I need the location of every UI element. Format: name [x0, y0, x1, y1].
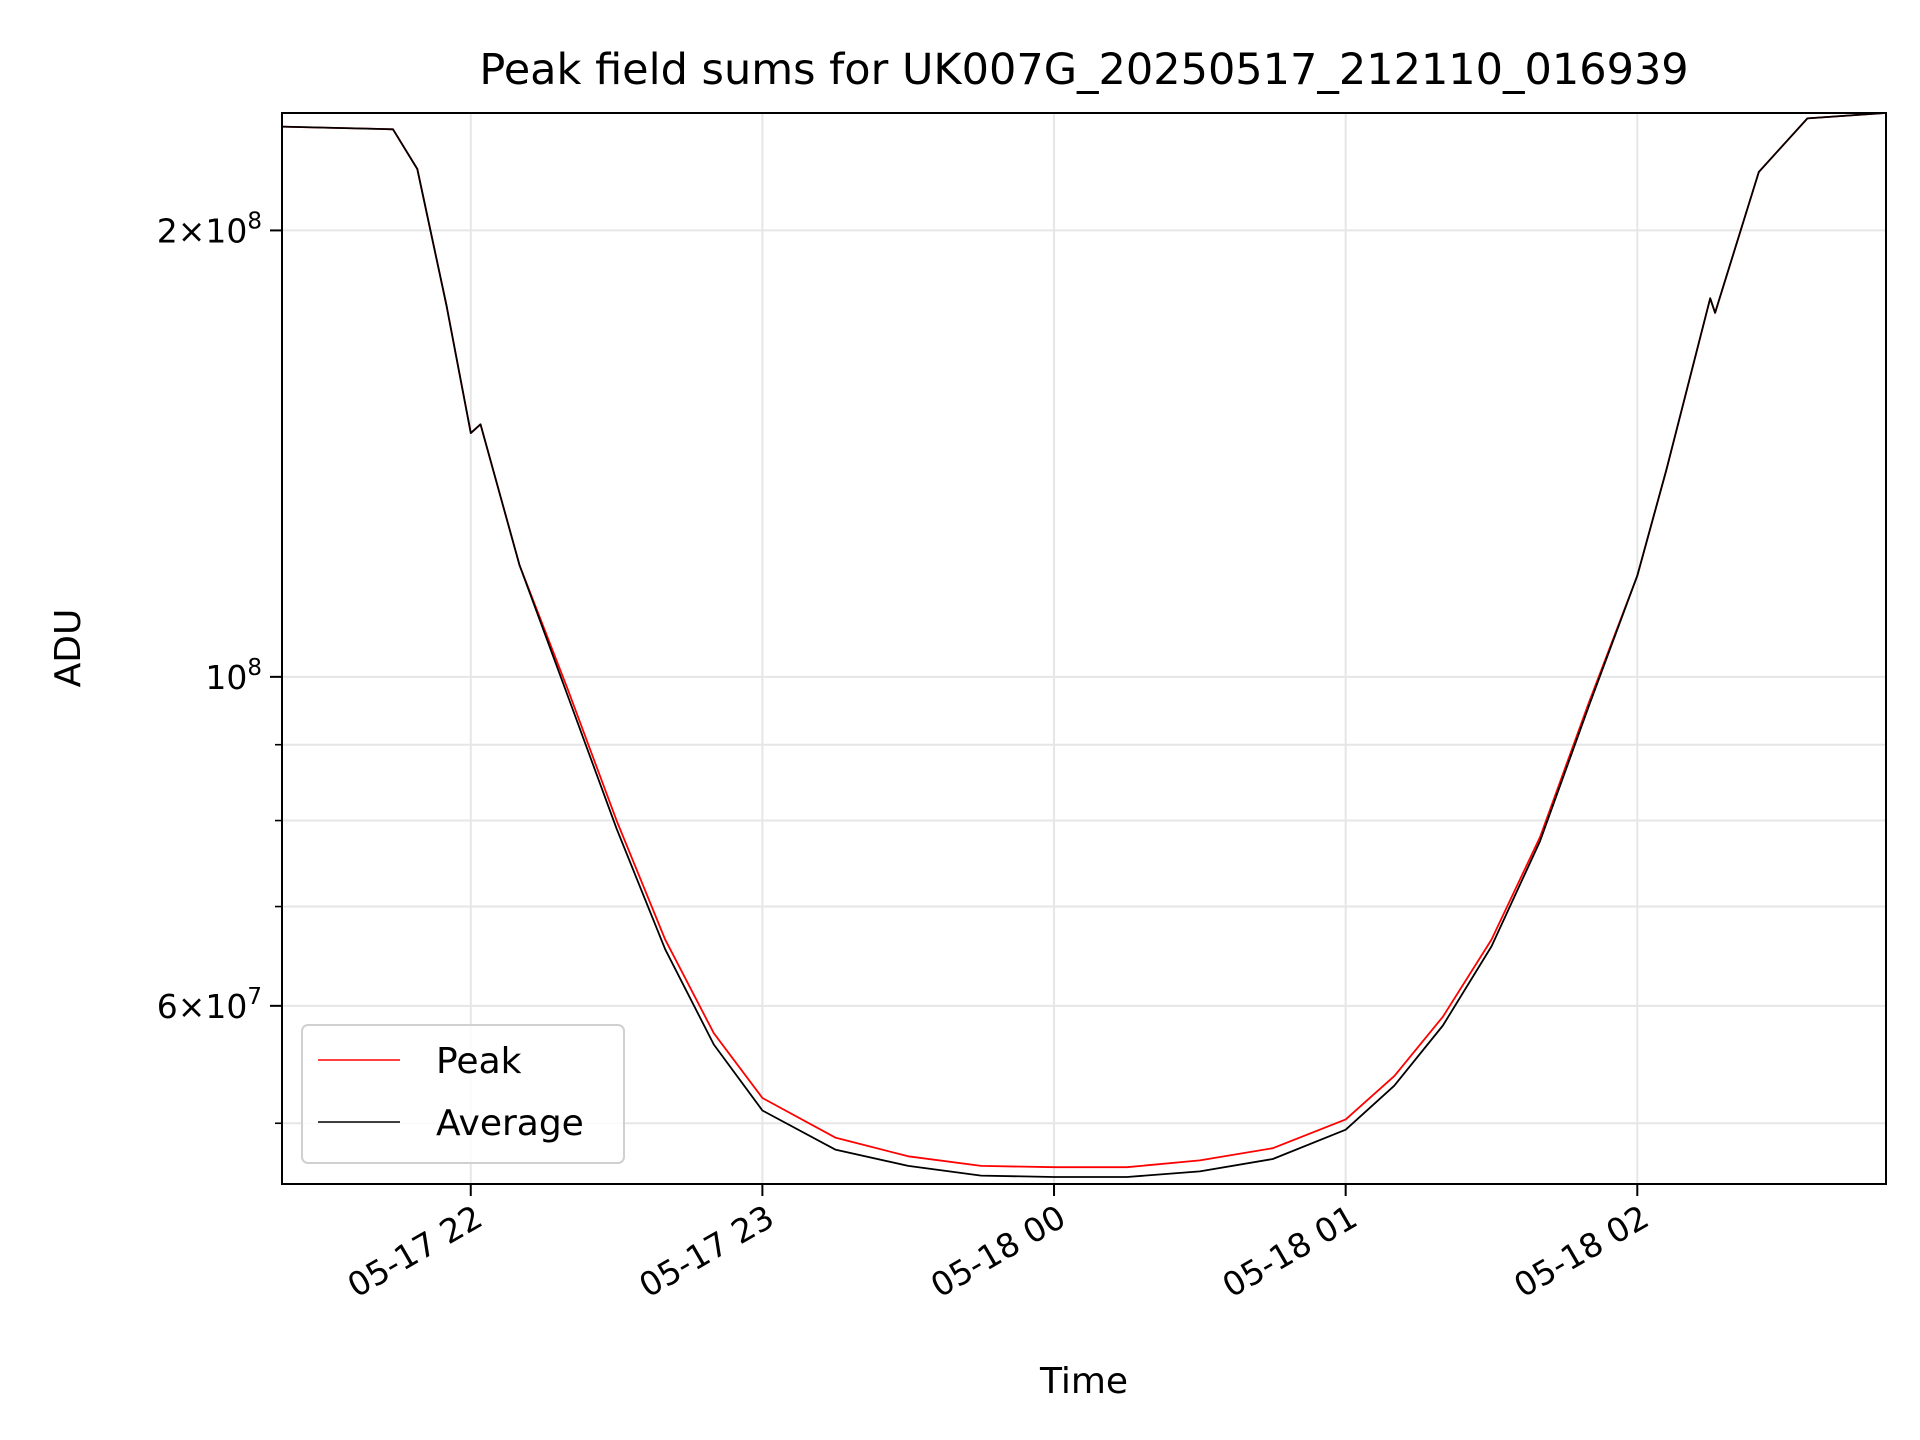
chart-title: Peak field sums for UK007G_20250517_2121… [479, 45, 1688, 95]
x-axis-title: Time [1039, 1361, 1128, 1402]
y-tick-label: 6×107 [157, 984, 262, 1026]
y-tick-label: 2×108 [157, 208, 262, 250]
legend-label-average: Average [436, 1103, 584, 1144]
y-axis-ticks: 2×108 108 6×107 [157, 208, 282, 1125]
y-tick-label: 108 [205, 655, 262, 697]
plot-series [281, 112, 1886, 1178]
legend: Peak Average [301, 1024, 625, 1164]
legend-label-peak: Peak [436, 1041, 522, 1082]
series-line-average [281, 112, 1886, 1178]
plot-frame [281, 112, 1887, 1185]
y-axis-title: ADU [48, 609, 89, 688]
